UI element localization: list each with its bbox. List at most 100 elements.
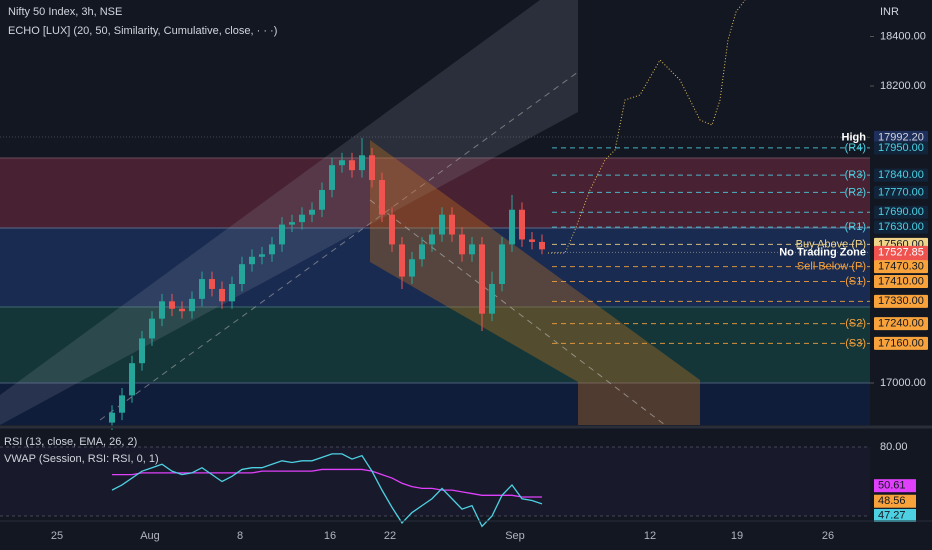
- level-tag: (R3): [845, 169, 866, 181]
- forecast-line: [548, 0, 746, 254]
- candle-body: [509, 209, 515, 245]
- candle-body: [469, 244, 475, 255]
- rsi-badge: [874, 479, 916, 493]
- candle-body: [299, 214, 305, 223]
- candle-body: [529, 239, 535, 242]
- price-badge: [874, 141, 928, 155]
- price-badge-label: 17690.00: [878, 206, 924, 218]
- price-badge-label: 17410.00: [878, 275, 924, 287]
- rsi-badge: [874, 494, 916, 508]
- vwap-line: [112, 468, 542, 498]
- price-badge: [874, 220, 928, 234]
- candle-body: [419, 244, 425, 260]
- candle-body: [249, 256, 255, 265]
- candle-body: [409, 259, 415, 277]
- zone-lower: [0, 383, 870, 425]
- indicator-title: ECHO [LUX] (20, 50, Similarity, Cumulati…: [8, 25, 277, 37]
- rsi-badge-label: 50.61: [878, 480, 906, 492]
- price-badge-label: 17630.00: [878, 221, 924, 233]
- candle-body: [119, 395, 125, 413]
- level-tag: No Trading Zone: [779, 246, 866, 258]
- price-badge-label: 17950.00: [878, 142, 924, 154]
- price-tick-label: 18400.00: [880, 30, 926, 42]
- date-label: 25: [51, 530, 63, 542]
- candle-body: [439, 214, 445, 235]
- candle-body: [209, 279, 215, 289]
- price-badge-label: 17527.85: [878, 246, 924, 258]
- candle-body: [259, 254, 265, 257]
- time-axis: 25 Aug 8 16 22 Sep 12 19 26: [51, 530, 834, 542]
- date-label: 16: [324, 530, 336, 542]
- candle-body: [459, 234, 465, 255]
- rsi-band: [0, 447, 870, 516]
- price-badge: [874, 260, 928, 274]
- candle-body: [499, 244, 505, 284]
- date-label: 26: [822, 530, 834, 542]
- level-tag: Buy Above (P): [796, 238, 866, 250]
- candles: [109, 137, 545, 431]
- date-label: Aug: [140, 530, 160, 542]
- candle-body: [359, 155, 365, 171]
- candle-body: [289, 222, 295, 225]
- candle-body: [379, 180, 385, 215]
- zone-resistance: [0, 158, 870, 228]
- candle-body: [329, 165, 335, 190]
- candle-body: [159, 301, 165, 319]
- price-axis-labels: INR 18400.00 18200.00 17000.00 High 17992.20 (…: [779, 6, 928, 389]
- axis-unit: INR: [880, 6, 899, 18]
- level-tag: (S1): [845, 275, 866, 287]
- chart-title: Nifty 50 Index, 3h, NSE: [8, 6, 122, 18]
- price-badge: [874, 317, 928, 331]
- candle-body: [109, 412, 115, 423]
- price-badge: [874, 275, 928, 289]
- level-tag: (R2): [845, 186, 866, 198]
- price-badge: [874, 336, 928, 350]
- candle-body: [309, 209, 315, 215]
- candle-body: [149, 318, 155, 339]
- rsi-badge-label: 47.27: [878, 509, 906, 521]
- candle-body: [229, 284, 235, 302]
- price-badge-label: 17840.00: [878, 169, 924, 181]
- candle-body: [129, 363, 135, 396]
- rsi-badge: [874, 508, 916, 522]
- rsi-line: [111, 453, 543, 528]
- candle-body: [199, 279, 205, 299]
- price-badge: [874, 168, 928, 182]
- level-tag: (R1): [845, 221, 866, 233]
- level-tag: (S3): [845, 337, 866, 349]
- price-badge-label: 17770.00: [878, 186, 924, 198]
- date-label: Sep: [505, 530, 525, 542]
- price-badge: [874, 185, 928, 199]
- candle-body: [139, 338, 145, 364]
- candle-body: [539, 241, 545, 250]
- price-badge: [874, 205, 928, 219]
- candle-body: [169, 301, 175, 309]
- candle-body: [239, 264, 245, 284]
- channel-midline: [369, 199, 666, 426]
- candle-body: [219, 288, 225, 302]
- candle-body: [519, 209, 525, 240]
- price-badge-label: 17240.00: [878, 318, 924, 330]
- date-label: 12: [644, 530, 656, 542]
- levels: [552, 136, 870, 344]
- candle-body: [279, 224, 285, 245]
- level-tag: High: [842, 131, 867, 143]
- ascending-channel: [0, 0, 578, 425]
- price-badge: [874, 130, 928, 144]
- candle-body: [319, 189, 325, 210]
- date-label: 8: [237, 530, 243, 542]
- date-label: 19: [731, 530, 743, 542]
- candle-body: [349, 160, 355, 171]
- price-badge-label: 17470.30: [878, 261, 924, 273]
- candle-body: [429, 234, 435, 245]
- price-tick-label: 18200.00: [880, 80, 926, 92]
- price-badge: [874, 294, 928, 308]
- rsi-tick-label: 80.00: [880, 441, 908, 453]
- candle-body: [389, 214, 395, 245]
- price-badge-label: 17160.00: [878, 337, 924, 349]
- candle-body: [369, 155, 375, 181]
- date-label: 22: [384, 530, 396, 542]
- vwap-title: VWAP (Session, RSI: RSI, 0, 1): [4, 453, 159, 465]
- rsi-title: RSI (13, close, EMA, 26, 2): [4, 436, 137, 448]
